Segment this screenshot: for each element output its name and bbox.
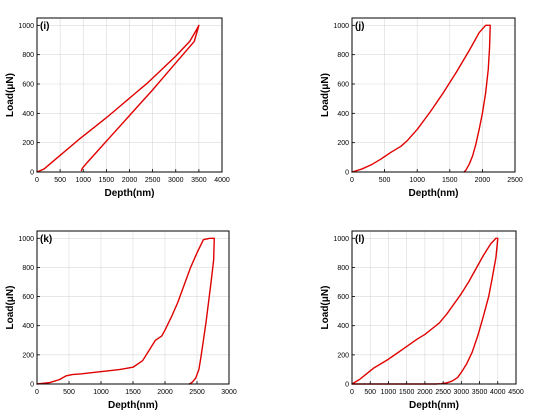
series-line <box>36 24 200 173</box>
y-tick-label: 1000 <box>18 23 34 30</box>
y-tick-label: 600 <box>337 294 349 301</box>
panel-label: (l) <box>355 234 364 245</box>
y-tick-label: 400 <box>337 323 349 330</box>
x-axis-label: Depth(nm) <box>108 400 158 411</box>
x-tick-label: 1500 <box>99 177 115 184</box>
chart-panel-3: 0 500 1000 1500 2000 2500 3000 0 200 400 600 800 100… <box>5 230 237 411</box>
x-tick-label: 2000 <box>122 177 138 184</box>
y-tick-label: 800 <box>22 265 34 272</box>
chart-panel-4: 0 500 1000 1500 2000 2500 3000 3500 4000 45000200… <box>320 230 524 411</box>
x-tick-label: 500 <box>63 389 75 396</box>
y-tick-label: 0 <box>30 170 34 177</box>
y-tick-label: 200 <box>337 140 349 147</box>
panel-label: (k) <box>40 234 52 245</box>
x-axis-label: Depth(nm) <box>105 188 155 199</box>
y-tick-label: 0 <box>345 382 349 389</box>
x-tick-label: 500 <box>54 177 66 184</box>
y-tick-label: 800 <box>337 265 349 272</box>
x-tick-label: 3500 <box>191 177 207 184</box>
series-line <box>351 24 491 173</box>
y-tick-label: 1000 <box>333 23 349 30</box>
x-tick-label: 1500 <box>442 177 458 184</box>
y-tick-label: 400 <box>22 111 34 118</box>
y-tick-label: 200 <box>22 352 34 359</box>
y-tick-label: 1000 <box>18 236 34 243</box>
x-tick-label: 1000 <box>93 389 109 396</box>
panel-label: (j) <box>355 21 364 32</box>
chart-panel-1: 0 500 1000 1500 2000 2500 3000 3500 4000 0 200 400 6… <box>5 17 230 199</box>
series-line <box>36 237 215 385</box>
y-tick-label: 400 <box>22 323 34 330</box>
series-line <box>351 237 499 385</box>
plot-frame <box>351 17 516 173</box>
x-tick-label: 2500 <box>435 389 451 396</box>
x-tick-label: 3000 <box>454 389 470 396</box>
x-tick-label: 0 <box>35 389 39 396</box>
x-tick-label: 3500 <box>472 389 488 396</box>
y-axis-label: Load(μN) <box>320 73 331 117</box>
y-tick-label: 0 <box>345 170 349 177</box>
panel-label: (i) <box>40 21 49 32</box>
x-tick-label: 1000 <box>381 389 397 396</box>
x-tick-label: 2000 <box>157 389 173 396</box>
y-tick-label: 800 <box>337 52 349 59</box>
x-axis-label: Depth(nm) <box>409 188 459 199</box>
x-tick-label: 4500 <box>508 389 524 396</box>
x-tick-label: 2500 <box>507 177 523 184</box>
y-tick-label: 600 <box>22 82 34 89</box>
x-tick-label: 0 <box>350 177 354 184</box>
x-tick-label: 2500 <box>189 389 205 396</box>
y-axis-label: Load(μN) <box>5 286 16 330</box>
y-axis-label: Load(μN) <box>320 286 331 330</box>
x-tick-label: 500 <box>364 389 376 396</box>
x-tick-label: 2000 <box>475 177 491 184</box>
y-tick-label: 400 <box>337 111 349 118</box>
y-tick-label: 600 <box>22 294 34 301</box>
y-tick-label: 0 <box>30 382 34 389</box>
x-tick-label: 0 <box>35 177 39 184</box>
x-tick-label: 500 <box>379 177 391 184</box>
x-tick-label: 2000 <box>417 389 433 396</box>
x-tick-label: 3000 <box>168 177 184 184</box>
x-tick-label: 4000 <box>214 177 230 184</box>
x-tick-label: 1500 <box>125 389 141 396</box>
plot-frame <box>351 230 517 385</box>
y-tick-label: 200 <box>337 352 349 359</box>
x-tick-label: 4000 <box>490 389 506 396</box>
y-tick-label: 800 <box>22 52 34 59</box>
x-tick-label: 1000 <box>409 177 425 184</box>
y-tick-label: 200 <box>22 140 34 147</box>
x-tick-label: 2500 <box>145 177 161 184</box>
y-tick-label: 600 <box>337 82 349 89</box>
chart-panel-2: 0 500 1000 1500 2000 2500 0 200 400 600 800 1000 Dep… <box>320 17 523 199</box>
y-axis-label: Load(μN) <box>5 73 16 117</box>
x-tick-label: 1500 <box>399 389 415 396</box>
y-tick-label: 1000 <box>333 236 349 243</box>
x-tick-label: 3000 <box>221 389 237 396</box>
x-axis-label: Depth(nm) <box>409 400 459 411</box>
x-tick-label: 1000 <box>75 177 91 184</box>
x-tick-label: 0 <box>350 389 354 396</box>
